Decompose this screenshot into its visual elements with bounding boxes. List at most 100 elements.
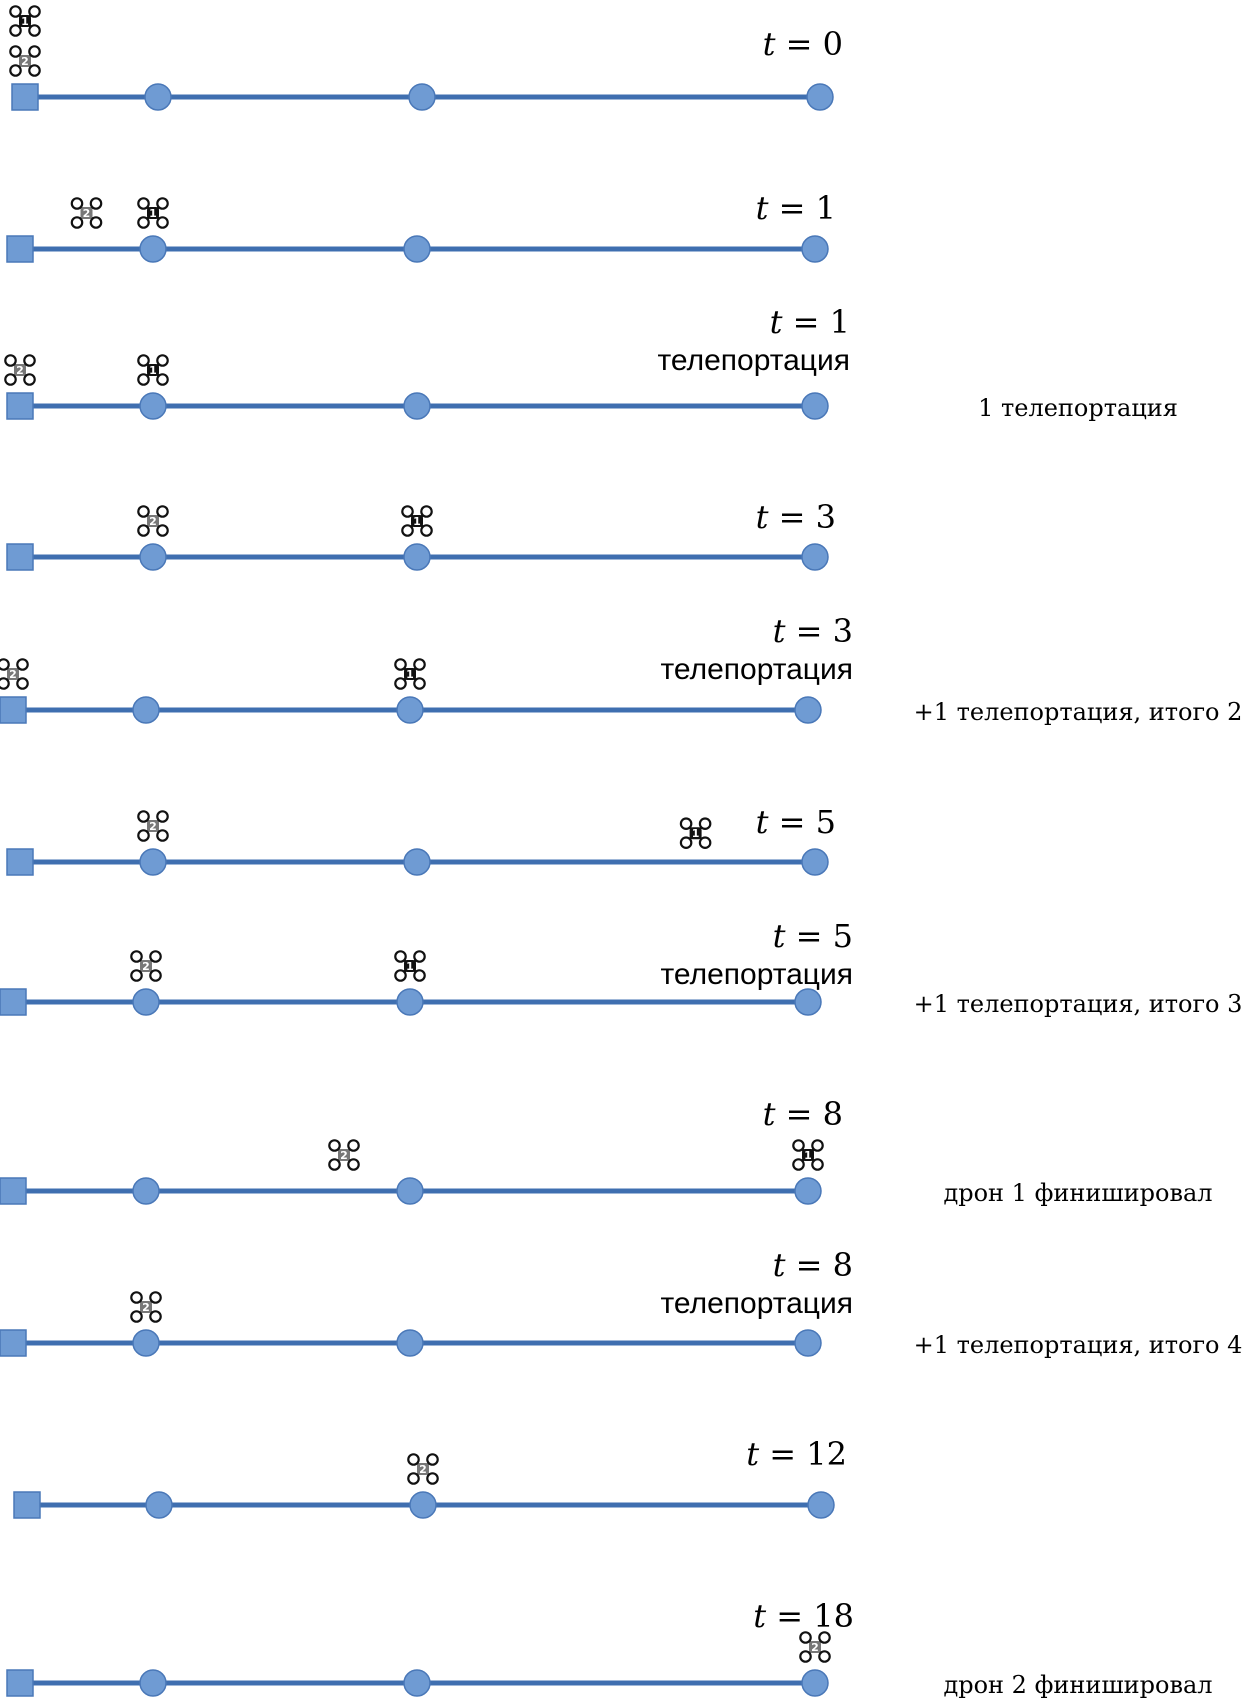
- time-value: = 1: [782, 303, 850, 341]
- timeline-row: t = 0 1 2: [9, 5, 843, 111]
- step-note: дрон 1 финишировал: [943, 1179, 1212, 1207]
- route-node-circle-icon: [396, 988, 424, 1016]
- drone-label: 2: [16, 364, 24, 377]
- time-label: t = 3: [773, 612, 853, 650]
- time-value: = 8: [775, 1095, 843, 1133]
- route-node-circle-icon: [801, 392, 829, 420]
- route-node-circle-icon: [403, 392, 431, 420]
- time-label: t = 1: [756, 189, 836, 227]
- time-value: = 3: [768, 498, 836, 536]
- teleport-label: телепортация: [660, 958, 853, 991]
- time-variable: t: [756, 498, 769, 536]
- step-note: 1 телепортация: [978, 394, 1178, 422]
- route-node-circle-icon: [794, 1177, 822, 1205]
- time-label: t = 18: [753, 1597, 854, 1635]
- drone-label: 2: [811, 1641, 819, 1654]
- time-value: = 18: [766, 1597, 854, 1635]
- route-node-circle-icon: [408, 83, 436, 111]
- depot-square-icon: [13, 1491, 41, 1519]
- drone-2-icon: 2: [4, 354, 36, 386]
- time-label: t = 3: [756, 498, 836, 536]
- route-node-circle-icon: [139, 543, 167, 571]
- route-node-circle-icon: [403, 848, 431, 876]
- depot-square-icon: [11, 83, 39, 111]
- time-label: t = 8: [763, 1095, 843, 1133]
- time-value: = 5: [768, 803, 836, 841]
- time-variable: t: [773, 1246, 786, 1284]
- route-node-circle-icon: [132, 1329, 160, 1357]
- time-label: t = 1: [770, 303, 850, 341]
- drone-1-icon: 1: [394, 658, 426, 690]
- drone-label: 2: [149, 515, 157, 528]
- drone-2-icon: 2: [328, 1139, 360, 1171]
- timeline-row: t = 5 2 1: [6, 803, 836, 876]
- drone-2-icon: 2: [130, 1291, 162, 1323]
- time-variable: t: [753, 1597, 766, 1635]
- time-label: t = 12: [746, 1435, 847, 1473]
- time-variable: t: [763, 1095, 776, 1133]
- timeline-row: t = 12 2: [13, 1435, 847, 1519]
- drone-label: 2: [21, 55, 29, 68]
- drone-label: 1: [804, 1149, 812, 1162]
- drone-2-icon: 2: [70, 197, 103, 229]
- route-node-circle-icon: [794, 696, 822, 724]
- drone-label: 2: [142, 1301, 150, 1314]
- step-note: дрон 2 финишировал: [943, 1671, 1212, 1699]
- timeline-row: t = 1 2 1: [6, 189, 836, 263]
- route-node-circle-icon: [801, 1669, 829, 1697]
- route-node-circle-icon: [806, 83, 834, 111]
- teleport-label: телепортация: [660, 1287, 853, 1320]
- route-node-circle-icon: [132, 1177, 160, 1205]
- route-node-circle-icon: [396, 1177, 424, 1205]
- time-variable: t: [763, 25, 776, 63]
- step-note: +1 телепортация, итого 3: [914, 990, 1243, 1018]
- route-node-circle-icon: [409, 1491, 437, 1519]
- drone-label: 1: [692, 827, 700, 840]
- time-value: = 0: [775, 25, 843, 63]
- drone-2-icon: 2: [9, 45, 41, 77]
- time-value: = 12: [759, 1435, 847, 1473]
- drone-label: 2: [142, 960, 150, 973]
- drone-1-icon: 1: [137, 197, 169, 229]
- route-node-circle-icon: [396, 696, 424, 724]
- depot-square-icon: [6, 235, 34, 263]
- drone-label: 2: [149, 820, 157, 833]
- step-note: +1 телепортация, итого 4: [914, 1331, 1243, 1359]
- drone-2-icon: 2: [137, 505, 169, 537]
- time-variable: t: [770, 303, 783, 341]
- drone-label: 1: [413, 515, 421, 528]
- drone-2-icon: 2: [137, 810, 169, 842]
- route-node-circle-icon: [794, 988, 822, 1016]
- time-label: t = 5: [773, 917, 853, 955]
- drone-1-icon: 1: [679, 817, 712, 850]
- route-node-circle-icon: [139, 848, 167, 876]
- timeline-row: t = 18 дрон 2 финишировал 2: [6, 1597, 1213, 1699]
- drone-label: 1: [149, 364, 157, 377]
- step-note: +1 телепортация, итого 2: [914, 698, 1243, 726]
- drone-1-icon: 1: [401, 505, 433, 537]
- time-value: = 8: [785, 1246, 853, 1284]
- drone-label: 1: [406, 668, 414, 681]
- route-node-circle-icon: [801, 235, 829, 263]
- timeline-row: t = 8 дрон 1 финишировал 2 1: [0, 1095, 1213, 1207]
- depot-square-icon: [0, 1177, 27, 1205]
- drone-label: 1: [406, 960, 414, 973]
- drone-2-icon: 2: [130, 950, 162, 982]
- drone-2-icon: 2: [799, 1631, 831, 1663]
- time-label: t = 0: [763, 25, 843, 63]
- drone-label: 2: [83, 207, 91, 220]
- route-node-circle-icon: [139, 392, 167, 420]
- route-node-circle-icon: [145, 1491, 173, 1519]
- route-node-circle-icon: [403, 235, 431, 263]
- time-variable: t: [746, 1435, 759, 1473]
- drone-label: 2: [340, 1149, 348, 1162]
- route-node-circle-icon: [794, 1329, 822, 1357]
- route-node-circle-icon: [132, 988, 160, 1016]
- drone-1-icon: 1: [394, 950, 426, 982]
- depot-square-icon: [0, 696, 27, 724]
